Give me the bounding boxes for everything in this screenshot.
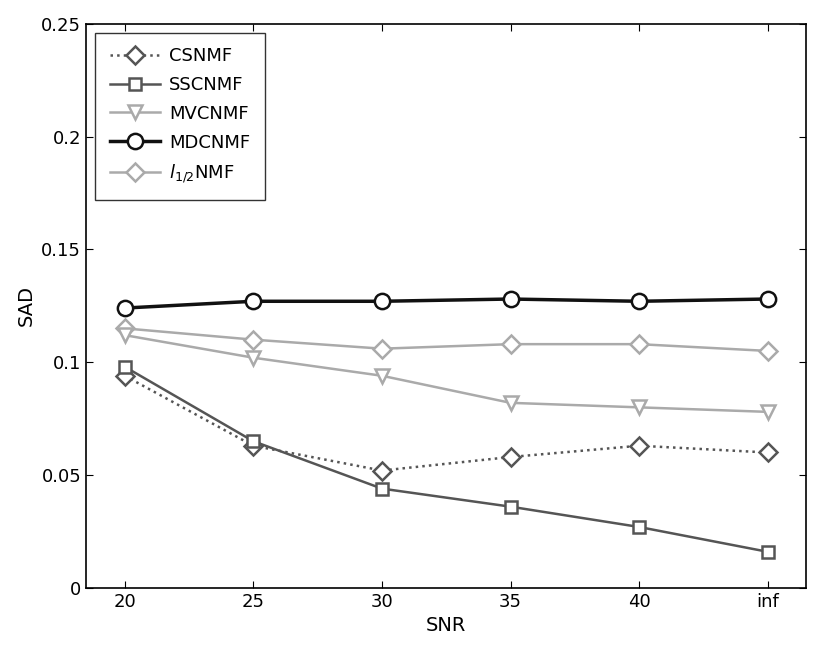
SSCNMF bbox=[763, 548, 773, 556]
Line: l_{1/2}NMF: l_{1/2}NMF bbox=[119, 322, 774, 357]
Line: SSCNMF: SSCNMF bbox=[119, 361, 774, 557]
MDCNMF bbox=[377, 297, 387, 305]
Y-axis label: SAD: SAD bbox=[16, 286, 35, 326]
MVCNMF bbox=[635, 404, 644, 411]
Legend: CSNMF, SSCNMF, MVCNMF, MDCNMF, $\mathit{l}_{1/2}$NMF: CSNMF, SSCNMF, MVCNMF, MDCNMF, $\mathit{… bbox=[95, 33, 265, 200]
l_{1/2}NMF bbox=[505, 340, 515, 348]
l_{1/2}NMF bbox=[377, 345, 387, 353]
MVCNMF bbox=[249, 354, 258, 362]
SSCNMF bbox=[377, 484, 387, 492]
Line: MVCNMF: MVCNMF bbox=[118, 328, 774, 419]
X-axis label: SNR: SNR bbox=[426, 616, 467, 635]
MVCNMF bbox=[377, 372, 387, 379]
CSNMF bbox=[249, 442, 258, 450]
MDCNMF bbox=[505, 295, 515, 303]
SSCNMF bbox=[249, 437, 258, 445]
MDCNMF bbox=[763, 295, 773, 303]
Line: CSNMF: CSNMF bbox=[119, 370, 774, 477]
Line: MDCNMF: MDCNMF bbox=[117, 291, 775, 316]
l_{1/2}NMF bbox=[635, 340, 644, 348]
l_{1/2}NMF bbox=[119, 325, 129, 333]
MVCNMF bbox=[119, 331, 129, 339]
SSCNMF bbox=[119, 363, 129, 370]
MVCNMF bbox=[763, 408, 773, 416]
SSCNMF bbox=[505, 503, 515, 511]
MDCNMF bbox=[249, 297, 258, 305]
MVCNMF bbox=[505, 399, 515, 407]
l_{1/2}NMF bbox=[249, 336, 258, 344]
l_{1/2}NMF bbox=[763, 347, 773, 355]
SSCNMF bbox=[635, 523, 644, 531]
MDCNMF bbox=[635, 297, 644, 305]
CSNMF bbox=[763, 449, 773, 456]
MDCNMF bbox=[119, 304, 129, 312]
CSNMF bbox=[119, 372, 129, 379]
CSNMF bbox=[377, 467, 387, 475]
CSNMF bbox=[635, 442, 644, 450]
CSNMF bbox=[505, 453, 515, 461]
